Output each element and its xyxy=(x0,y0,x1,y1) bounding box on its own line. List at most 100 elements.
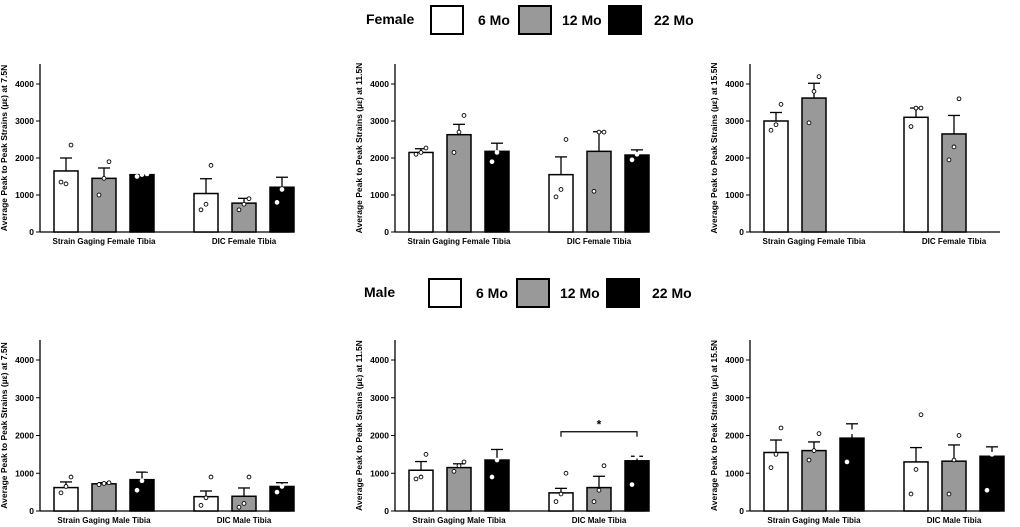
data-point xyxy=(139,478,145,484)
data-point xyxy=(456,463,462,469)
data-point xyxy=(596,487,602,493)
y-tick-label: 4000 xyxy=(15,79,34,89)
data-point xyxy=(596,129,602,135)
data-point xyxy=(144,467,150,472)
data-point xyxy=(601,129,607,135)
data-point xyxy=(629,157,635,163)
y-tick-label: 3000 xyxy=(15,116,34,126)
bar-12mo xyxy=(91,483,117,512)
y-tick-label: 0 xyxy=(29,227,34,237)
data-point xyxy=(106,480,112,486)
legend-title: Female xyxy=(366,11,415,27)
y-tick-label: 3000 xyxy=(15,393,34,403)
bar-12mo xyxy=(446,133,472,233)
x-group-label: DIC Male Tibia xyxy=(217,516,272,525)
chart-panel-4: 0 1000 2000 3000 4000 Average Peak to Peak St… xyxy=(0,340,295,525)
data-point xyxy=(198,502,204,508)
x-group-label: Strain Gaging Male Tibia xyxy=(412,516,506,525)
bar-12mo xyxy=(231,202,257,233)
data-point xyxy=(489,474,495,480)
data-point xyxy=(908,124,914,129)
data-point xyxy=(634,151,640,157)
x-group-label: Strain Gaging Male Tibia xyxy=(767,516,861,525)
bar-6mo xyxy=(408,151,434,233)
y-tick-label: 0 xyxy=(739,227,744,237)
data-point xyxy=(563,137,569,142)
y-tick-label: 3000 xyxy=(725,116,744,126)
data-point xyxy=(768,127,774,133)
data-point xyxy=(811,89,817,94)
data-point xyxy=(284,170,290,176)
data-point xyxy=(773,452,779,457)
bar-22mo xyxy=(129,173,155,233)
data-point xyxy=(951,457,957,463)
data-point xyxy=(563,470,569,476)
legend-label: 6 Mo xyxy=(478,12,510,28)
data-point xyxy=(768,465,774,470)
data-point xyxy=(601,463,607,469)
bar-6mo xyxy=(53,170,79,233)
x-group-label: DIC Female Tibia xyxy=(567,237,632,246)
data-point xyxy=(946,491,952,497)
y-tick-label: 2000 xyxy=(15,431,34,441)
chart-panel-3: 0 1000 2000 3000 4000 Average Peak to Peak St… xyxy=(709,62,1000,246)
bar-6mo xyxy=(763,451,789,512)
y-axis-title: Average Peak to Peak Strains (µε) at 11.… xyxy=(354,340,364,511)
y-tick-label: 1000 xyxy=(15,190,34,200)
y-axis-title: Average Peak to Peak Strains (µε) at 7.5… xyxy=(0,65,9,231)
x-group-label: Strain Gaging Female Tibia xyxy=(53,237,157,246)
data-point xyxy=(284,476,290,482)
data-point xyxy=(203,495,209,501)
y-tick-label: 0 xyxy=(739,506,744,516)
x-group-label: DIC Female Tibia xyxy=(922,237,987,246)
legend-swatch-12mo xyxy=(516,278,550,308)
data-point xyxy=(816,74,822,79)
legend-label: 22 Mo xyxy=(652,285,692,301)
bar-22mo xyxy=(979,455,1005,512)
data-point xyxy=(208,163,214,168)
data-point xyxy=(908,491,914,497)
data-point xyxy=(591,188,597,194)
data-point xyxy=(423,145,429,151)
data-point xyxy=(203,201,209,207)
data-point xyxy=(558,187,564,192)
y-tick-label: 0 xyxy=(384,506,389,516)
legend-swatch-12mo xyxy=(518,5,552,35)
data-point xyxy=(778,425,784,431)
data-point xyxy=(63,181,69,187)
bar-6mo xyxy=(763,120,789,233)
data-point xyxy=(994,436,1000,442)
x-group-label: Strain Gaging Male Tibia xyxy=(57,516,151,525)
data-point xyxy=(499,438,505,444)
bar-12mo xyxy=(801,449,827,512)
data-point xyxy=(806,457,812,463)
data-point xyxy=(918,412,924,418)
bar-22mo xyxy=(624,154,650,233)
legend-swatch-22mo xyxy=(606,278,640,308)
data-point xyxy=(451,150,457,155)
data-point xyxy=(553,499,559,504)
chart-panel-1: 0 1000 2000 3000 4000 Average Peak to Peak St… xyxy=(0,64,295,246)
data-point xyxy=(413,151,419,157)
y-tick-label: 1000 xyxy=(370,190,389,200)
y-tick-label: 2000 xyxy=(370,431,389,441)
data-point xyxy=(946,157,952,163)
y-tick-label: 4000 xyxy=(15,355,34,365)
data-point xyxy=(956,433,962,438)
x-group-label: DIC Female Tibia xyxy=(212,237,277,246)
x-group-label: DIC Male Tibia xyxy=(572,516,627,525)
y-tick-label: 2000 xyxy=(725,153,744,163)
data-point xyxy=(418,474,424,480)
data-point xyxy=(591,499,597,504)
data-point xyxy=(844,459,850,465)
data-point xyxy=(246,474,252,480)
y-tick-label: 1000 xyxy=(370,468,389,478)
y-tick-label: 3000 xyxy=(725,393,744,403)
bar-12mo xyxy=(586,150,612,233)
bar-12mo xyxy=(941,460,967,512)
y-tick-label: 2000 xyxy=(15,153,34,163)
bar-22mo xyxy=(269,186,295,233)
y-tick-label: 0 xyxy=(29,506,34,516)
y-tick-label: 4000 xyxy=(370,79,389,89)
